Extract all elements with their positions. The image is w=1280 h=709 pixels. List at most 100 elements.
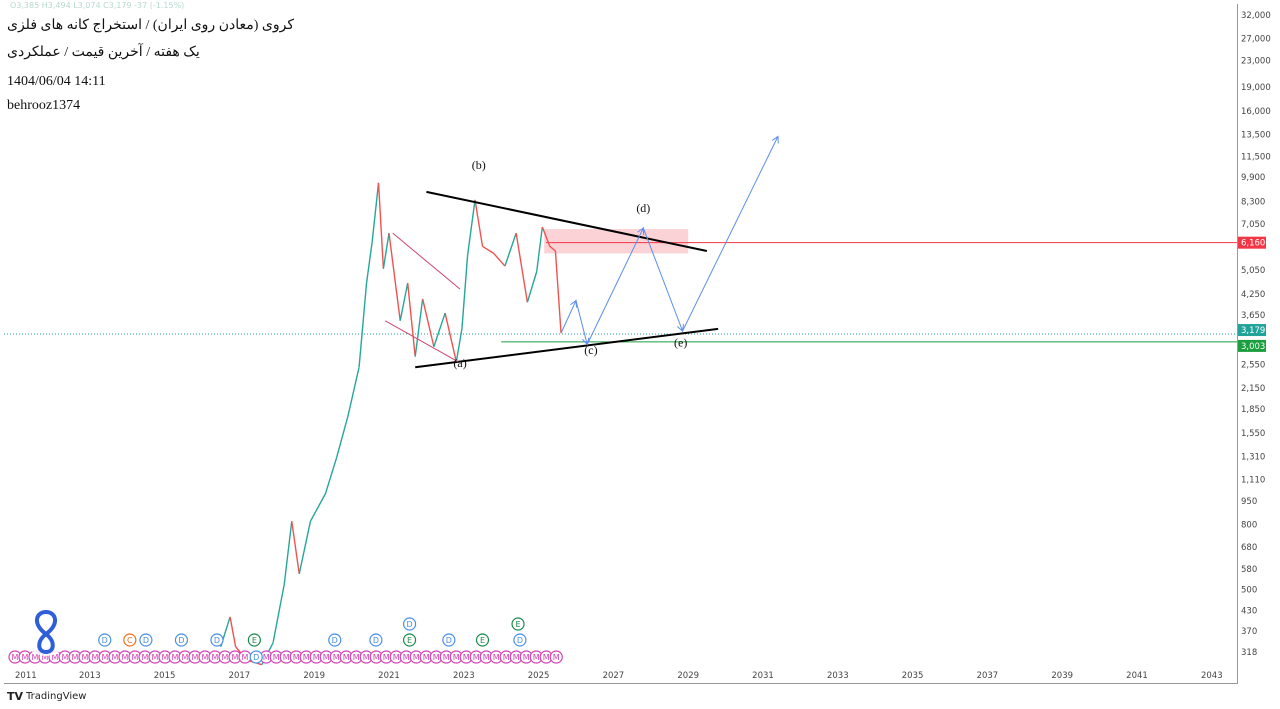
event-marker-letter: M <box>303 653 310 662</box>
event-marker-E-icon[interactable] <box>511 617 525 631</box>
event-marker-E-icon[interactable] <box>402 633 417 647</box>
x-tick-label: 2015 <box>154 671 176 681</box>
event-marker-letter: M <box>142 653 149 662</box>
event-marker-letter: M <box>62 653 69 662</box>
price-badge-label: 6,160 <box>1241 239 1265 249</box>
event-marker-letter: M <box>403 653 410 662</box>
event-marker-D-icon[interactable] <box>369 633 383 647</box>
event-marker-letter: D <box>373 636 379 645</box>
event-marker-letter: M <box>433 653 440 662</box>
event-marker-letter: E <box>407 636 412 645</box>
price-segment <box>444 312 458 362</box>
y-tick-label: 8,300 <box>1241 198 1265 208</box>
tradingview-brand[interactable]: TV TradingView <box>7 690 86 703</box>
price-badge-resistance <box>1238 236 1266 249</box>
event-marker-letter: M <box>503 653 510 662</box>
event-marker-letter: M <box>32 653 39 662</box>
price-segment <box>309 493 327 522</box>
event-marker-D-icon[interactable] <box>174 633 189 647</box>
event-marker-letter: D <box>517 636 523 645</box>
symbol-title: کروی (معادن روی ایران) / استخراج کانه ها… <box>7 18 294 33</box>
event-marker-D-icon[interactable] <box>98 633 112 647</box>
price-segment <box>272 583 285 643</box>
event-marker-E-icon[interactable] <box>475 633 490 647</box>
y-tick-label: 13,500 <box>1241 130 1271 140</box>
event-marker-letter: E <box>515 620 520 629</box>
price-segment <box>283 521 293 585</box>
event-marker-D-icon[interactable] <box>442 633 456 647</box>
price-badge-label: 3,179 <box>1241 326 1265 336</box>
y-tick-label: 19,000 <box>1241 83 1271 93</box>
y-tick-label: 1,550 <box>1241 429 1265 439</box>
event-marker-letter: M <box>72 653 79 662</box>
x-tick-label: 2027 <box>603 671 625 681</box>
event-marker-letter: D <box>253 653 259 662</box>
projection-path[interactable] <box>560 136 779 346</box>
event-marker-letter: M <box>222 653 229 662</box>
event-marker-D-icon[interactable] <box>328 633 342 647</box>
event-marker-letter: M <box>513 653 520 662</box>
y-tick-label: 23,000 <box>1241 57 1271 67</box>
event-marker-letter: D <box>214 636 220 645</box>
event-marker-letter: M <box>293 653 300 662</box>
price-segment <box>414 298 424 357</box>
channel-line[interactable] <box>392 232 461 290</box>
price-segment <box>536 226 544 272</box>
event-marker-M-icon[interactable] <box>549 650 563 664</box>
x-tick-label: 2037 <box>977 671 999 681</box>
y-tick-label: 16,000 <box>1241 107 1271 117</box>
event-marker-letter: M <box>82 653 89 662</box>
event-marker-letter: M <box>553 653 560 662</box>
price-segment <box>335 416 349 458</box>
event-marker-letter: M <box>473 653 480 662</box>
event-marker-E-icon[interactable] <box>247 633 261 647</box>
price-segment <box>358 282 368 368</box>
event-marker-letter: M <box>212 653 219 662</box>
event-marker-D-icon[interactable] <box>402 617 417 631</box>
event-marker-letter: M <box>523 653 530 662</box>
y-tick-label: 1,850 <box>1241 405 1265 415</box>
price-segment <box>298 521 312 574</box>
channel-line[interactable] <box>385 320 459 363</box>
event-marker-letter: E <box>480 636 485 645</box>
price-segment <box>388 233 401 321</box>
price-segment <box>347 367 360 417</box>
chart-subtitle: یک هفته / آخرین قیمت / عملکردی <box>7 45 200 60</box>
y-tick-label: 680 <box>1241 543 1257 553</box>
y-tick-label: 580 <box>1241 565 1257 575</box>
event-marker-letter: M <box>533 653 540 662</box>
event-marker-D-icon[interactable] <box>249 650 263 664</box>
price-segment <box>382 233 390 269</box>
x-tick-label: 2025 <box>528 671 550 681</box>
event-marker-letter: M <box>42 653 49 662</box>
author-name: behrooz1374 <box>7 98 81 113</box>
wave-label: (c) <box>584 343 597 357</box>
trend-line[interactable] <box>415 327 719 369</box>
event-marker-letter: M <box>393 653 400 662</box>
trend-line[interactable] <box>426 190 708 252</box>
event-marker-letter: M <box>92 653 99 662</box>
event-marker-D-icon[interactable] <box>513 633 527 647</box>
price-segment <box>421 298 435 347</box>
price-segment <box>455 328 463 362</box>
event-marker-letter: M <box>162 653 169 662</box>
price-segment <box>504 232 517 267</box>
y-tick-label: 1,310 <box>1241 452 1265 462</box>
x-tick-label: 2039 <box>1051 671 1073 681</box>
event-marker-D-icon[interactable] <box>139 633 153 647</box>
x-tick-label: 2013 <box>79 671 101 681</box>
x-tick-label: 2033 <box>827 671 849 681</box>
x-tick-label: 2019 <box>303 671 325 681</box>
y-tick-label: 5,050 <box>1241 266 1265 276</box>
event-marker-C-icon[interactable] <box>123 633 137 647</box>
event-marker-letter: D <box>178 636 184 645</box>
event-marker-letter: M <box>202 653 209 662</box>
tradingview-logo-icon: TV <box>7 690 24 703</box>
event-marker-letter: M <box>323 653 330 662</box>
y-tick-label: 2,550 <box>1241 360 1265 370</box>
event-marker-D-icon[interactable] <box>210 633 224 647</box>
event-marker-letter: D <box>446 636 452 645</box>
price-axis-border <box>1237 4 1238 684</box>
y-tick-label: 800 <box>1241 521 1257 531</box>
